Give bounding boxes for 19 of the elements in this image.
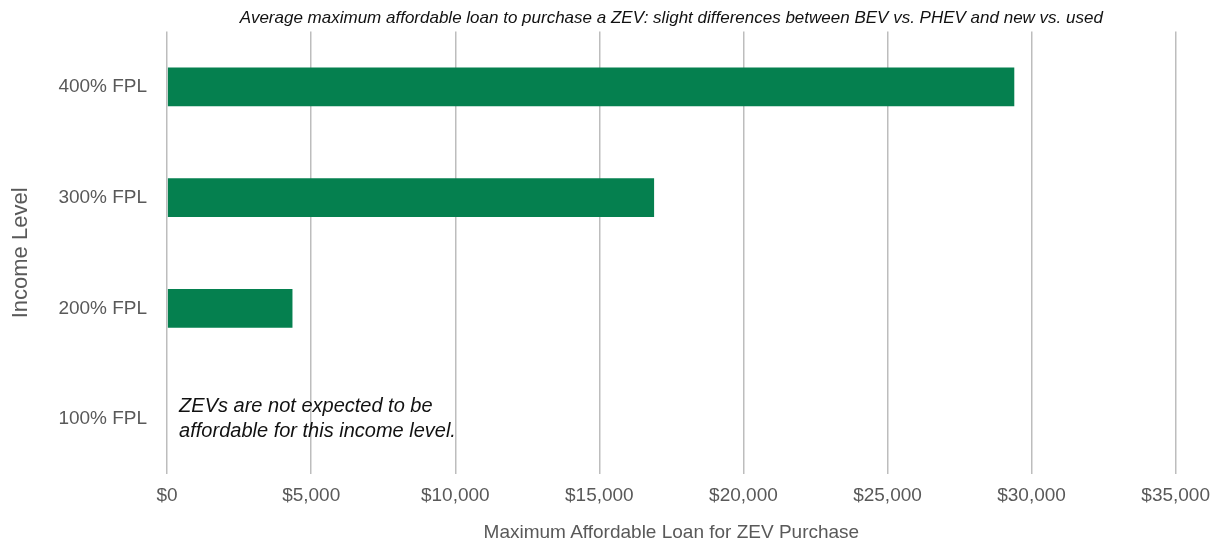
chart-title: Average maximum affordable loan to purchase a ZEV: slight differences between BEV vs. PHEV and new vs. used <box>238 7 1104 27</box>
x-axis-title: Maximum Affordable Loan for ZEV Purchase <box>483 520 860 542</box>
x-tick-label: $5,000 <box>282 484 341 506</box>
x-tick-label: $30,000 <box>997 484 1066 506</box>
x-tick-label: $25,000 <box>853 484 922 506</box>
y-tick-label: 300% FPL <box>58 185 148 207</box>
bar <box>167 178 655 217</box>
bar <box>167 67 1015 107</box>
y-tick-label: 400% FPL <box>58 75 148 97</box>
annotation: ZEVs are not expected to be affordable for this income level. <box>178 394 456 442</box>
y-tick-label: 200% FPL <box>58 296 148 318</box>
y-tick-label: 100% FPL <box>58 407 148 429</box>
x-tick-label: $15,000 <box>565 484 634 506</box>
bar <box>167 288 293 328</box>
x-tick-label: $35,000 <box>1141 484 1210 506</box>
x-tick-label: $0 <box>156 484 178 506</box>
y-axis-title: Income Level <box>7 187 33 319</box>
x-tick-label: $20,000 <box>709 484 778 506</box>
x-tick-label: $10,000 <box>420 484 490 506</box>
